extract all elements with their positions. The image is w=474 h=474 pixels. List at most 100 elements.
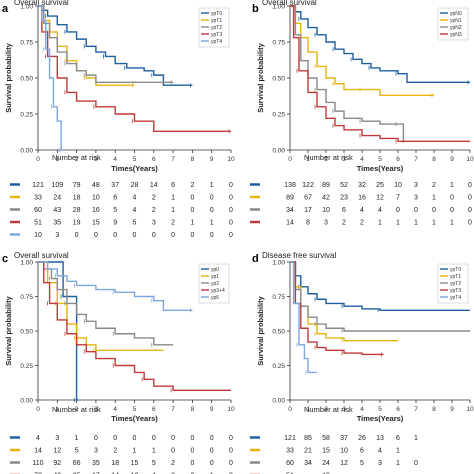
risk-table-cell: 0 <box>75 232 79 239</box>
y-tick-label: 0.25 <box>20 363 33 370</box>
risk-table-cell: 28 <box>73 207 81 214</box>
x-tick-label: 9 <box>210 406 214 413</box>
legend-label: yp3+4 <box>211 288 225 294</box>
risk-table-cell: 24 <box>53 195 61 202</box>
risk-table-cell: 51 <box>286 473 294 474</box>
x-tick-label: 10 <box>466 156 474 163</box>
risk-table-cell: 0 <box>229 232 233 239</box>
y-tick-label: 0.00 <box>20 398 33 405</box>
risk-table-cell: 32 <box>358 182 366 189</box>
series-line-ypN0 <box>290 5 470 84</box>
x-tick-label: 6 <box>396 406 400 413</box>
y-tick-label: 0.00 <box>272 398 285 405</box>
risk-table-cell: 6 <box>113 195 117 202</box>
legend-label: ypN2 <box>450 25 462 31</box>
risk-table-cell: 10 <box>394 182 402 189</box>
risk-table-cell: 26 <box>358 435 366 442</box>
risk-table-cell: 0 <box>171 448 175 455</box>
x-tick-label: 3 <box>94 406 98 413</box>
risk-table-cell: 12 <box>53 448 61 455</box>
risk-table-cell: 0 <box>229 207 233 214</box>
risk-table-cell: 109 <box>51 182 63 189</box>
risk-table-cell: 14 <box>34 448 42 455</box>
series-line-ypT3 <box>38 5 231 132</box>
risk-table-cell: 58 <box>322 435 330 442</box>
x-tick-label: 8 <box>432 156 436 163</box>
risk-table-title: Number at risk <box>52 153 101 162</box>
x-tick-label: 5 <box>378 156 382 163</box>
y-tick-label: 0.75 <box>20 40 33 47</box>
risk-table-cell: 0 <box>210 195 214 202</box>
x-tick-label: 1 <box>55 156 59 163</box>
series-line-ypT4 <box>38 5 64 151</box>
y-tick-label: 1.00 <box>20 4 33 11</box>
series-line-ypT1 <box>290 261 398 342</box>
risk-table-cell: 1 <box>432 195 436 202</box>
risk-table-cell: 121 <box>32 182 44 189</box>
risk-table-cell: 2 <box>342 220 346 227</box>
panel-label: d <box>252 253 259 265</box>
risk-table-cell: 85 <box>304 435 312 442</box>
risk-table-cell: 33 <box>34 195 42 202</box>
risk-table-cell: 5 <box>75 448 79 455</box>
risk-table-cell: 18 <box>73 195 81 202</box>
y-tick-label: 0.50 <box>20 329 33 336</box>
x-tick-label: 3 <box>342 156 346 163</box>
y-tick-label: 0.25 <box>20 112 33 119</box>
y-axis-label: Survival probability <box>4 42 13 112</box>
series-line-ypT0 <box>290 261 470 311</box>
y-tick-label: 1.00 <box>272 4 285 11</box>
risk-table-cell: 10 <box>34 232 42 239</box>
risk-table-cell: 16 <box>92 207 100 214</box>
risk-table-cell: 34 <box>304 460 312 467</box>
x-tick-label: 6 <box>152 156 156 163</box>
x-axis-label: Times(Years) <box>111 414 158 423</box>
x-tick-label: 5 <box>378 406 382 413</box>
risk-table-cell: 0 <box>468 182 472 189</box>
y-tick-label: 0.75 <box>20 294 33 301</box>
legend-label: ypN1 <box>450 18 462 24</box>
y-tick-label: 0.25 <box>272 363 285 370</box>
risk-table-cell: 25 <box>376 182 384 189</box>
risk-table-cell: 14 <box>111 473 119 474</box>
x-tick-label: 5 <box>133 406 137 413</box>
x-tick-label: 9 <box>210 156 214 163</box>
risk-table-cell: 1 <box>450 220 454 227</box>
risk-table-cell: 4 <box>360 207 364 214</box>
risk-table-cell: 3 <box>414 195 418 202</box>
risk-table-cell: 6 <box>171 182 175 189</box>
risk-table-cell: 0 <box>450 195 454 202</box>
risk-table-cell: 0 <box>396 207 400 214</box>
risk-table-cell: 3 <box>190 473 194 474</box>
risk-table-cell: 14 <box>150 182 158 189</box>
legend-label: ypN0 <box>450 11 462 17</box>
risk-table-cell: 12 <box>340 460 348 467</box>
risk-table-cell: 0 <box>113 232 117 239</box>
risk-table-cell: 43 <box>53 207 61 214</box>
chart-title: Overall survival <box>262 0 317 7</box>
risk-table-cell: 21 <box>304 448 312 455</box>
series-line-ypN1 <box>290 5 434 96</box>
risk-table-cell: 2 <box>432 182 436 189</box>
risk-table-cell: 5 <box>152 460 156 467</box>
y-tick-label: 1.00 <box>20 260 33 267</box>
y-axis-label: Survival probability <box>4 295 13 365</box>
x-tick-label: 8 <box>432 406 436 413</box>
risk-table-cell: 0 <box>229 460 233 467</box>
risk-table-cell: 52 <box>340 182 348 189</box>
legend-label: ypT0 <box>450 267 461 273</box>
x-tick-label: 2 <box>75 156 79 163</box>
risk-table-cell: 33 <box>286 448 294 455</box>
x-tick-label: 0 <box>288 406 292 413</box>
risk-table-cell: 0 <box>229 220 233 227</box>
legend-label: ypT1 <box>211 18 222 24</box>
risk-table-cell: 1 <box>432 220 436 227</box>
risk-table-cell: 12 <box>376 195 384 202</box>
risk-table-cell: 0 <box>152 232 156 239</box>
risk-table-cell: 0 <box>210 448 214 455</box>
risk-table-cell: 6 <box>360 448 364 455</box>
risk-table-cell: 17 <box>304 207 312 214</box>
chart-title: Overall survival <box>14 251 69 260</box>
risk-table-cell: 1 <box>210 182 214 189</box>
